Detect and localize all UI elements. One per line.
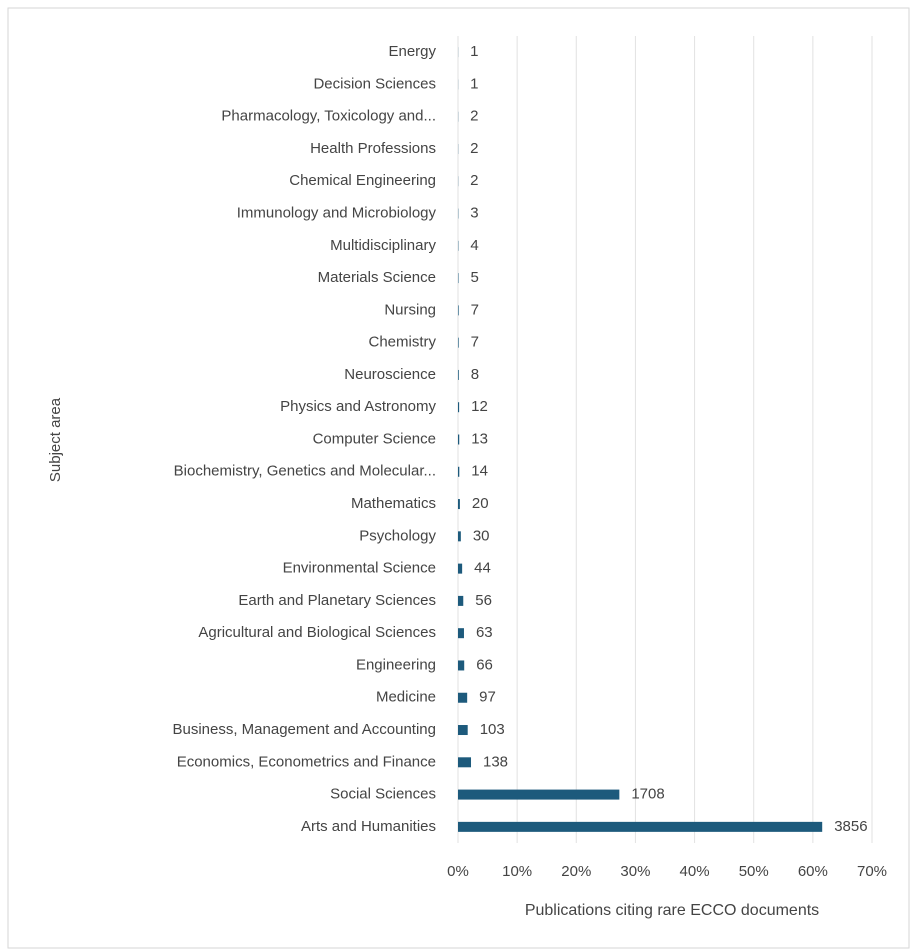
bar xyxy=(458,725,468,736)
bar xyxy=(458,531,461,542)
bar xyxy=(458,434,460,445)
bar xyxy=(458,692,468,703)
bar xyxy=(458,821,823,832)
x-axis-title: Publications citing rare ECCO documents xyxy=(525,902,819,919)
data-label: 1 xyxy=(470,43,478,60)
bar xyxy=(458,305,459,316)
y-axis-title: Subject area xyxy=(47,397,64,482)
data-label: 56 xyxy=(475,592,492,609)
y-tick-label: Pharmacology, Toxicology and... xyxy=(221,108,436,125)
y-tick-label: Business, Management and Accounting xyxy=(172,721,436,738)
x-tick-label: 40% xyxy=(680,863,710,880)
x-tick-label: 30% xyxy=(620,863,650,880)
data-label: 13 xyxy=(471,430,488,447)
y-tick-label: Nursing xyxy=(384,301,436,318)
y-tick-label: Engineering xyxy=(356,656,436,673)
bar xyxy=(458,369,459,380)
x-tick-label: 0% xyxy=(447,863,469,880)
data-label: 7 xyxy=(471,301,479,318)
y-tick-label: Physics and Astronomy xyxy=(280,398,436,415)
data-label: 44 xyxy=(474,560,491,577)
bar xyxy=(458,337,459,348)
data-label: 138 xyxy=(483,753,508,770)
y-tick-label: Chemical Engineering xyxy=(289,172,436,189)
data-label: 20 xyxy=(472,495,489,512)
data-label: 3 xyxy=(470,205,478,222)
y-tick-label: Economics, Econometrics and Finance xyxy=(177,753,436,770)
data-label: 1 xyxy=(470,75,478,92)
y-tick-label: Chemistry xyxy=(368,334,436,351)
bar xyxy=(458,789,620,800)
data-label: 63 xyxy=(476,624,493,641)
bar xyxy=(458,757,472,768)
data-label: 97 xyxy=(479,689,496,706)
bar xyxy=(458,402,460,413)
data-label: 2 xyxy=(470,172,478,189)
data-label: 2 xyxy=(470,108,478,125)
data-label: 30 xyxy=(473,527,490,544)
y-tick-label: Mathematics xyxy=(351,495,436,512)
bar xyxy=(458,628,464,639)
x-tick-label: 20% xyxy=(561,863,591,880)
bar xyxy=(458,563,463,574)
data-label: 103 xyxy=(480,721,505,738)
y-tick-label: Decision Sciences xyxy=(313,75,436,92)
y-tick-label: Computer Science xyxy=(313,430,436,447)
data-label: 12 xyxy=(471,398,488,415)
bar xyxy=(458,499,460,510)
data-label: 2 xyxy=(470,140,478,157)
data-label: 3856 xyxy=(834,818,867,835)
data-label: 4 xyxy=(470,237,478,254)
y-tick-label: Social Sciences xyxy=(330,786,436,803)
data-label: 14 xyxy=(471,463,488,480)
y-tick-label: Neuroscience xyxy=(344,366,436,383)
bar xyxy=(458,660,465,671)
y-tick-label: Biochemistry, Genetics and Molecular... xyxy=(174,463,436,480)
data-label: 66 xyxy=(476,656,493,673)
y-tick-label: Agricultural and Biological Sciences xyxy=(198,624,436,641)
data-label: 5 xyxy=(470,269,478,286)
y-tick-label: Health Professions xyxy=(310,140,436,157)
data-label: 8 xyxy=(471,366,479,383)
y-tick-label: Medicine xyxy=(376,689,436,706)
y-tick-label: Psychology xyxy=(359,527,436,544)
y-tick-label: Earth and Planetary Sciences xyxy=(238,592,436,609)
y-tick-label: Materials Science xyxy=(318,269,436,286)
x-tick-label: 70% xyxy=(857,863,887,880)
y-tick-label: Environmental Science xyxy=(283,560,436,577)
y-tick-label: Multidisciplinary xyxy=(330,237,436,254)
data-label: 1708 xyxy=(631,786,664,803)
bar xyxy=(458,466,460,477)
x-tick-label: 60% xyxy=(798,863,828,880)
data-label: 7 xyxy=(471,334,479,351)
y-tick-label: Arts and Humanities xyxy=(301,818,436,835)
bar xyxy=(458,595,464,606)
y-tick-label: Energy xyxy=(388,43,436,60)
x-tick-label: 50% xyxy=(739,863,769,880)
x-tick-label: 10% xyxy=(502,863,532,880)
y-tick-label: Immunology and Microbiology xyxy=(237,205,437,222)
